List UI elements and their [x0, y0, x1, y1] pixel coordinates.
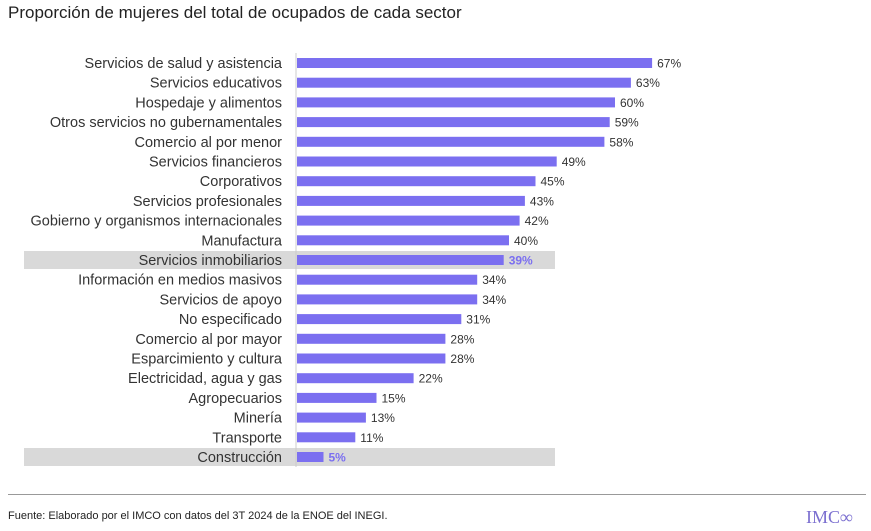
- source-note: Fuente: Elaborado por el IMCO con datos …: [8, 510, 388, 522]
- bar: [297, 136, 605, 147]
- data-label: 67%: [657, 57, 681, 71]
- imco-logo: IMC∞: [806, 507, 853, 527]
- category-label: Servicios profesionales: [133, 194, 282, 210]
- bar: [297, 255, 504, 265]
- category-label: Servicios de salud y asistencia: [85, 56, 283, 72]
- data-label: 42%: [525, 214, 549, 228]
- bar: [297, 215, 520, 226]
- bar: [297, 117, 610, 128]
- chart-title: Proporción de mujeres del total de ocupa…: [8, 3, 462, 22]
- data-label: 28%: [450, 352, 474, 366]
- bar: [297, 452, 324, 462]
- data-label: 5%: [329, 451, 347, 465]
- data-label: 40%: [514, 234, 538, 248]
- bar: [297, 314, 462, 325]
- category-label: Servicios educativos: [150, 76, 282, 92]
- data-label: 43%: [530, 194, 554, 208]
- data-label: 13%: [371, 411, 395, 425]
- bar: [297, 432, 356, 443]
- bar: [297, 294, 478, 305]
- divider: [8, 494, 866, 495]
- bar: [297, 333, 446, 344]
- highlight-band: [24, 448, 555, 466]
- bar: [297, 195, 525, 206]
- bar: [297, 97, 615, 108]
- category-label: Agropecuarios: [189, 391, 283, 407]
- category-label: Minería: [234, 411, 283, 427]
- data-label: 11%: [360, 431, 383, 445]
- data-label: 59%: [615, 116, 639, 130]
- bar-chart: Servicios de salud y asistencia 67% Servic…: [24, 53, 681, 467]
- bar: [297, 77, 631, 88]
- data-label: 60%: [620, 96, 644, 110]
- bar: [297, 156, 557, 167]
- category-label: Gobierno y organismos internacionales: [31, 214, 282, 230]
- data-label: 34%: [482, 293, 506, 307]
- data-label: 22%: [419, 372, 443, 386]
- bar: [297, 274, 478, 285]
- bar: [297, 392, 377, 403]
- bar: [297, 235, 509, 246]
- data-label: 28%: [450, 332, 474, 346]
- bar: [297, 412, 366, 423]
- category-label: Otros servicios no gubernamentales: [50, 115, 282, 131]
- data-label: 15%: [382, 391, 406, 405]
- category-label: Electricidad, agua y gas: [128, 371, 282, 387]
- category-label: Servicios financieros: [149, 155, 282, 171]
- category-label: Servicios de apoyo: [159, 292, 282, 308]
- data-label: 63%: [636, 76, 660, 90]
- category-label: Servicios inmobiliarios: [139, 253, 282, 269]
- bar: [297, 176, 536, 187]
- category-label: Manufactura: [201, 233, 283, 249]
- data-label: 49%: [562, 155, 586, 169]
- category-label: Comercio al por mayor: [135, 332, 282, 348]
- category-label: Construcción: [197, 450, 282, 466]
- bar: [297, 353, 446, 364]
- data-label: 34%: [482, 273, 506, 287]
- category-label: Corporativos: [200, 174, 282, 190]
- data-label: 39%: [509, 254, 533, 268]
- bar: [297, 58, 653, 68]
- category-label: Información en medios masivos: [78, 273, 282, 289]
- category-label: Esparcimiento y cultura: [131, 352, 283, 368]
- category-label: No especificado: [179, 312, 282, 328]
- data-label: 31%: [466, 313, 490, 327]
- bar: [297, 373, 414, 384]
- category-label: Comercio al por menor: [135, 135, 283, 151]
- data-label: 45%: [541, 175, 565, 189]
- data-label: 58%: [609, 135, 633, 149]
- category-label: Hospedaje y alimentos: [135, 95, 282, 111]
- category-label: Transporte: [212, 430, 282, 446]
